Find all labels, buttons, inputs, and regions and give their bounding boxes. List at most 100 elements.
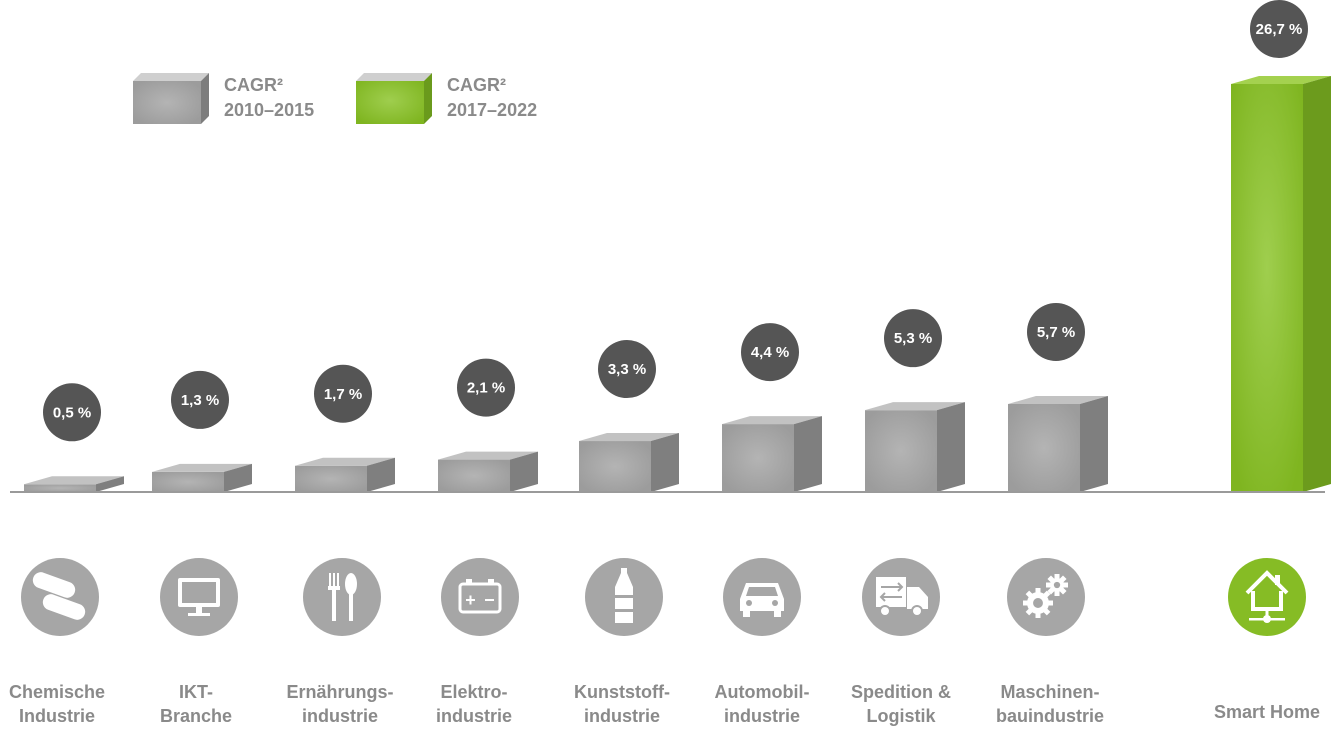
truck-icon bbox=[862, 558, 940, 636]
value-bubble-circle bbox=[314, 364, 372, 423]
legend-swatch-side bbox=[424, 73, 432, 124]
bar-front bbox=[438, 459, 510, 492]
bar-top bbox=[24, 476, 124, 485]
car-icon bbox=[723, 558, 801, 636]
category-label: Automobil-industrie bbox=[715, 682, 810, 726]
bar bbox=[24, 476, 124, 492]
bar bbox=[1008, 396, 1108, 492]
value-bubble-circle bbox=[1027, 303, 1085, 361]
value-bubble: 0,5 % bbox=[43, 383, 101, 442]
data-label: 4,4 % bbox=[751, 344, 789, 361]
smart-home-icon bbox=[1228, 558, 1306, 636]
data-label: 1,3 % bbox=[181, 392, 219, 409]
bar-top bbox=[438, 451, 538, 460]
bar-top bbox=[152, 463, 252, 472]
data-label: 1,7 % bbox=[324, 386, 362, 403]
value-bubble: 4,4 % bbox=[741, 323, 799, 382]
bar-side bbox=[510, 451, 538, 492]
data-label: 2,1 % bbox=[467, 380, 505, 397]
value-bubble-circle bbox=[1250, 0, 1308, 58]
category-label: IKT-Branche bbox=[160, 682, 232, 726]
legend: CAGR² 2010–2015 CAGR² 2017–2022 bbox=[133, 73, 537, 124]
bar-side bbox=[794, 416, 822, 492]
bar-front bbox=[579, 441, 651, 492]
bottle-icon bbox=[585, 558, 663, 636]
bar bbox=[865, 402, 965, 492]
legend-swatch-top bbox=[133, 73, 209, 81]
bar-top bbox=[295, 457, 395, 466]
category-label: Elektro-industrie bbox=[436, 682, 512, 726]
bar-side bbox=[367, 457, 395, 492]
value-bubble-circle bbox=[457, 358, 515, 417]
bar-side bbox=[1080, 396, 1108, 492]
monitor-icon bbox=[160, 558, 238, 636]
icon-circle bbox=[303, 558, 381, 636]
data-label: 5,3 % bbox=[894, 330, 932, 347]
bar-front bbox=[1008, 404, 1080, 492]
bar bbox=[438, 451, 538, 492]
icon-circle bbox=[21, 558, 99, 636]
bar-side bbox=[224, 463, 252, 492]
value-bubble-circle bbox=[598, 340, 656, 399]
value-bubble: 3,3 % bbox=[598, 340, 656, 399]
legend-swatch-side bbox=[201, 73, 209, 124]
category-label: Ernährungs-industrie bbox=[286, 682, 393, 726]
legend-swatch-green bbox=[356, 81, 424, 124]
value-bubble-circle bbox=[171, 370, 229, 429]
category-label: Chemische Industrie bbox=[9, 682, 105, 726]
category-label: Maschinen-bauindustrie bbox=[996, 682, 1104, 726]
category-label: Spedition & Logistik bbox=[851, 682, 951, 726]
category-label: Smart Home bbox=[1214, 702, 1320, 722]
bar-side bbox=[937, 402, 965, 492]
bar-front bbox=[24, 484, 96, 492]
bar bbox=[722, 416, 822, 492]
bar-front bbox=[865, 410, 937, 492]
bar-side bbox=[651, 433, 679, 492]
bar-top bbox=[722, 416, 822, 425]
category-icons bbox=[21, 558, 1306, 636]
icon-circle bbox=[1228, 558, 1306, 636]
fork-spoon-icon bbox=[303, 558, 381, 636]
value-bubble-circle bbox=[884, 309, 942, 368]
bar-top bbox=[1231, 76, 1331, 84]
legend-period: 2010–2015 bbox=[224, 100, 314, 120]
data-label: 26,7 % bbox=[1256, 21, 1303, 38]
legend-period: 2017–2022 bbox=[447, 100, 537, 120]
data-label: 5,7 % bbox=[1037, 324, 1075, 341]
pills-icon bbox=[21, 558, 99, 636]
data-label: 3,3 % bbox=[608, 361, 646, 378]
bars: 0,5 % 1,3 % 1,7 % 2,1 % 3,3 % 4,4 % 5,3 % 5,7 %… bbox=[24, 0, 1331, 492]
bar-top bbox=[865, 402, 965, 411]
bar-top bbox=[579, 433, 679, 442]
bar-side bbox=[1303, 76, 1331, 492]
category-label: Kunststoff-industrie bbox=[574, 682, 670, 726]
value-bubble: 1,3 % bbox=[171, 370, 229, 429]
legend-label: CAGR² bbox=[224, 75, 283, 95]
gears-icon bbox=[1007, 558, 1085, 636]
legend-label: CAGR² bbox=[447, 75, 506, 95]
value-bubble: 5,7 % bbox=[1027, 303, 1085, 361]
bar-front bbox=[1231, 84, 1303, 492]
value-bubble: 1,7 % bbox=[314, 364, 372, 423]
value-bubble: 26,7 % bbox=[1250, 0, 1308, 58]
data-label: 0,5 % bbox=[53, 404, 91, 421]
bar bbox=[152, 463, 252, 492]
bar-side bbox=[96, 476, 124, 492]
bar bbox=[1231, 76, 1331, 492]
icon-circle bbox=[441, 558, 519, 636]
value-bubble: 2,1 % bbox=[457, 358, 515, 417]
value-bubble-circle bbox=[43, 383, 101, 442]
bar-front bbox=[722, 424, 794, 492]
bar-top bbox=[1008, 396, 1108, 404]
value-bubble-circle bbox=[741, 323, 799, 382]
bar-front bbox=[152, 471, 224, 492]
bar bbox=[295, 457, 395, 492]
bar bbox=[579, 433, 679, 492]
battery-icon bbox=[441, 558, 519, 636]
legend-swatch-gray bbox=[133, 81, 201, 124]
bar-front bbox=[295, 465, 367, 492]
legend-swatch-top bbox=[356, 73, 432, 81]
category-labels: Chemische Industrie IKT-Branche Ernährungs-… bbox=[9, 682, 1320, 726]
value-bubble: 5,3 % bbox=[884, 309, 942, 368]
